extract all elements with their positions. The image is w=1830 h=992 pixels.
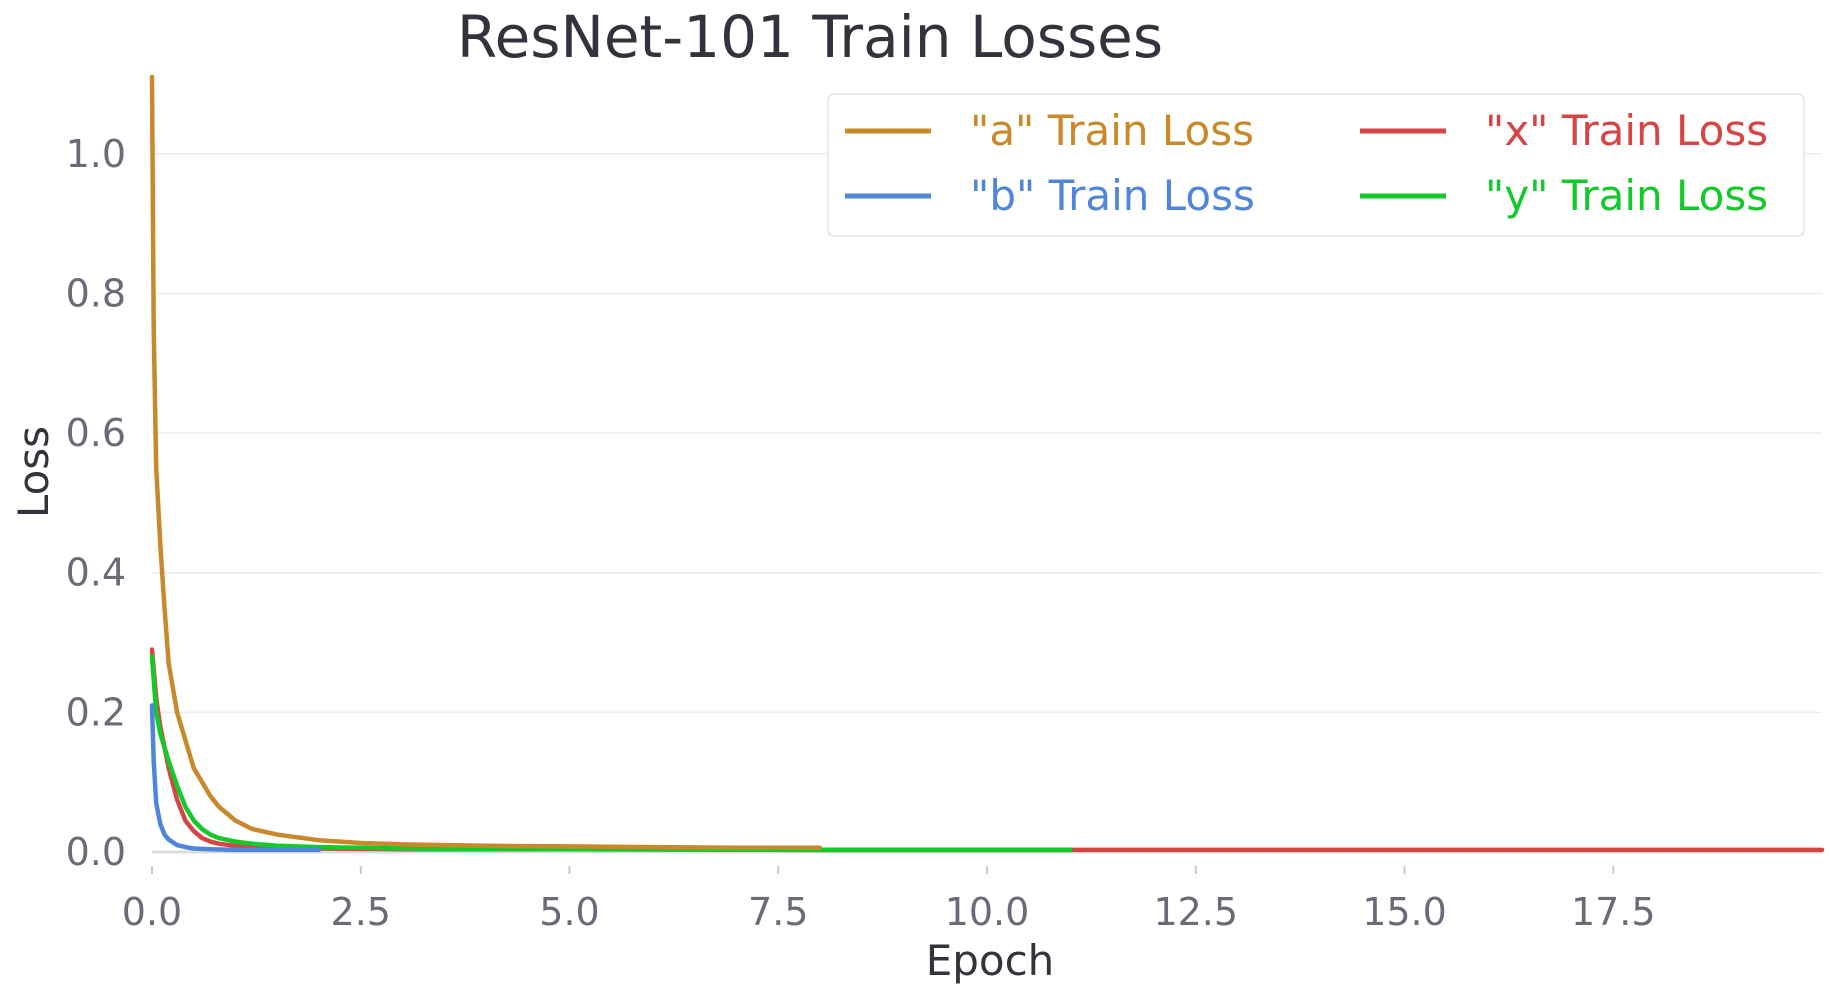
- y-tick-label: 0.8: [66, 271, 126, 315]
- x-axis-title: Epoch: [926, 936, 1055, 985]
- legend-label: "y" Train Loss: [1485, 171, 1768, 220]
- y-tick-label: 0.6: [66, 411, 126, 455]
- x-tick-label: 0.0: [122, 890, 182, 934]
- x-tick-label: 12.5: [1153, 890, 1238, 934]
- x-tick-label: 10.0: [945, 890, 1030, 934]
- series-layer: [149, 74, 1825, 853]
- series-line: [149, 647, 1825, 853]
- axes: [151, 866, 1615, 874]
- legend-label: "x" Train Loss: [1485, 106, 1768, 155]
- x-tick-labels: 0.0 2.5 5.0 7.5 10.0 12.5 15.0 17.5: [122, 890, 1656, 934]
- x-tick-label: 17.5: [1571, 890, 1656, 934]
- series-line: [149, 654, 1073, 853]
- y-tick-label: 0.0: [66, 830, 126, 874]
- x-tick-label: 2.5: [331, 890, 391, 934]
- chart-title: ResNet-101 Train Losses: [457, 3, 1163, 71]
- legend-label: "b" Train Loss: [970, 171, 1255, 220]
- y-axis-title: Loss: [9, 426, 58, 518]
- y-tick-label: 1.0: [66, 132, 126, 176]
- series-line: [149, 703, 322, 853]
- legend: "a" Train Loss "x" Train Loss "b" Train Lo…: [827, 93, 1805, 237]
- series-line: [149, 74, 823, 851]
- legend-label: "a" Train Loss: [970, 106, 1254, 155]
- x-tick-label: 5.0: [539, 890, 599, 934]
- x-tick-label: 15.0: [1362, 890, 1447, 934]
- y-tick-labels: 0.0 0.2 0.4 0.6 0.8 1.0: [66, 132, 126, 874]
- y-tick-label: 0.4: [66, 551, 126, 595]
- grid-lines: [152, 153, 1822, 854]
- legend-box: [827, 93, 1805, 237]
- legend-items: "a" Train Loss "x" Train Loss "b" Train Lo…: [845, 106, 1768, 220]
- y-tick-label: 0.2: [66, 690, 126, 734]
- x-tick-label: 7.5: [748, 890, 808, 934]
